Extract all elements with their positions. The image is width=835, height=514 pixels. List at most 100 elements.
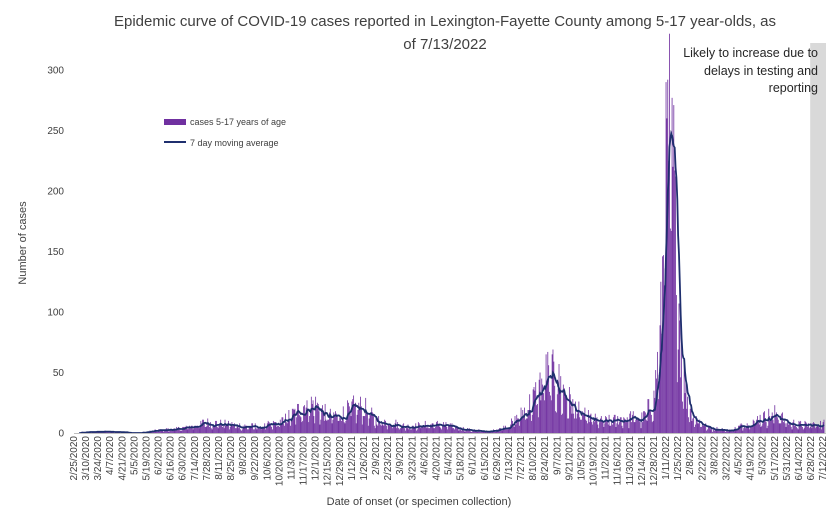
case-bar [622,428,624,433]
case-bar [272,420,274,433]
case-bar [705,423,707,433]
case-bar [253,429,255,433]
x-tick-label: 9/7/2021 [552,436,563,475]
case-bar [506,429,508,433]
case-bar [455,426,456,433]
case-bar [767,425,769,433]
case-bar [769,416,771,433]
case-bar [280,423,282,433]
case-bar [646,420,648,433]
case-bar [798,420,800,433]
case-bar [251,423,253,433]
case-bar [389,425,391,433]
case-bar [688,417,689,433]
case-bar [525,418,527,433]
case-bar [634,422,636,433]
case-bar [726,429,728,433]
y-tick-label: 250 [47,126,64,137]
case-bar [638,419,639,433]
case-bar [794,425,796,433]
case-bar [342,406,344,433]
case-bar [613,414,615,433]
case-bar [318,411,320,433]
x-tick-label: 6/2/2020 [154,436,165,475]
case-bar [630,411,632,433]
case-bar [415,423,417,433]
case-bar [715,430,717,433]
case-bar [330,416,332,433]
case-bar [570,406,572,433]
case-bar [329,408,331,433]
case-bar [745,426,747,433]
case-bar [681,343,682,433]
case-bar [380,425,382,433]
case-bar [562,384,564,433]
case-bar [600,416,602,433]
case-bar [209,426,210,433]
case-bar [184,426,185,433]
case-bar [459,429,461,433]
case-bar [652,420,654,433]
case-bar [230,425,232,433]
case-bar [228,429,230,433]
case-bar [284,425,285,433]
x-tick-label: 4/6/2021 [419,436,430,475]
case-bar [340,418,342,433]
case-bar [240,429,241,433]
case-bar [425,425,427,433]
case-bar [661,333,663,433]
case-bar [568,418,569,433]
case-bar [541,378,543,433]
x-tick-label: 6/14/2022 [794,436,805,481]
case-bar [717,430,719,433]
case-bar [339,417,341,433]
case-bar [728,430,730,433]
case-bar [358,402,360,433]
case-bar [581,411,583,433]
case-bar [751,425,752,433]
case-bar [780,423,782,433]
case-bar [305,407,307,433]
case-bar [718,430,720,433]
case-bar [325,419,327,433]
case-bar [679,320,681,433]
case-bar [207,418,209,433]
case-bar [260,429,262,433]
case-bar [430,424,432,433]
case-bar [201,423,203,433]
case-bar [219,423,221,433]
case-bar [432,423,434,433]
x-tick-label: 12/28/2021 [649,436,660,486]
case-bar [172,429,174,433]
case-bar [349,413,351,433]
case-bar [574,418,575,433]
case-bar [751,425,753,433]
case-bar [571,413,573,433]
case-bar [801,425,802,433]
case-bar [558,364,560,433]
case-bar [300,417,302,433]
case-bar [378,416,380,433]
x-tick-label: 9/21/2021 [564,436,575,481]
case-bar [442,422,444,433]
case-bar [453,428,455,433]
case-bar [686,408,688,433]
case-bar [654,397,656,433]
case-bar [701,424,703,433]
case-bar [180,430,182,433]
case-bar [699,419,701,433]
y-tick-label: 100 [47,308,64,319]
case-bar [195,425,197,433]
case-bar [582,414,584,433]
case-bar [513,426,515,433]
y-axis-label: Number of cases [17,201,29,285]
case-bar [612,417,614,433]
case-bar [394,423,396,433]
case-bar [311,403,313,433]
case-bar [527,410,529,433]
case-bar [364,416,366,433]
case-bar [625,419,626,433]
x-tick-label: 6/15/2021 [480,436,491,481]
case-bar [606,417,607,433]
case-bar [434,428,436,433]
